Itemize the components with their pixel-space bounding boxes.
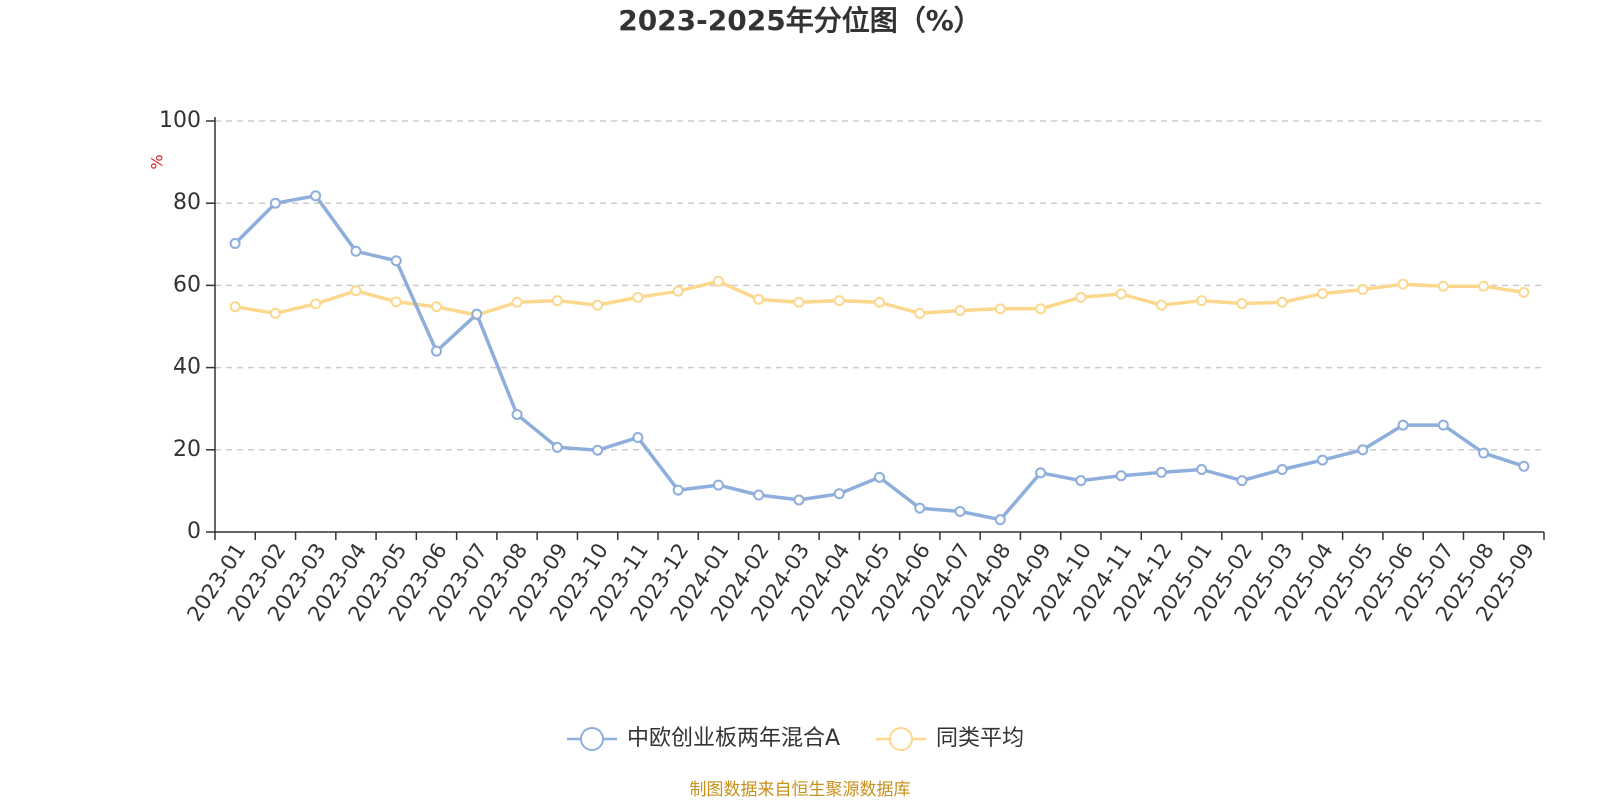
data-point [1478,280,1490,292]
data-point [1196,295,1208,307]
data-point [1075,291,1087,303]
data-point [833,295,845,307]
y-tick-label: 80 [173,190,201,215]
data-point [1357,284,1369,296]
data-point [1236,475,1248,487]
data-point [1115,470,1127,482]
y-axis-unit-label: % [148,154,167,169]
data-point [1115,288,1127,300]
data-point [672,285,684,297]
y-tick-label: 20 [173,437,201,462]
data-point [914,502,926,514]
data-point [551,441,563,453]
data-source-note: 制图数据来自恒生聚源数据库 [690,780,911,800]
series-group [229,190,1530,526]
data-point [753,489,765,501]
legend-marker [580,727,604,751]
data-point [1196,464,1208,476]
data-point [1518,286,1530,298]
y-tick-label: 100 [159,108,201,133]
axes: 0204060801002023-012023-022023-032023-04… [159,108,1545,626]
data-point [1317,288,1328,300]
y-tick-label: 0 [187,519,201,544]
data-point [672,484,684,496]
series-group [229,275,1530,321]
data-point [994,303,1006,315]
data-point [1397,278,1409,290]
data-point [632,291,644,303]
data-point [229,301,241,313]
data-point [753,293,765,305]
data-point [511,408,523,420]
legend-marker [889,727,913,751]
legend-item: 中欧创业板两年混合A [567,726,840,751]
data-point [310,298,322,310]
data-point [310,190,322,202]
data-point [994,514,1006,526]
data-point [1357,444,1369,456]
data-point [1035,303,1047,315]
data-point [793,296,805,308]
data-point [914,307,926,319]
data-point [1035,467,1047,479]
data-point [1155,299,1167,311]
data-point [954,304,966,316]
data-point [712,479,724,491]
data-point [1437,280,1449,292]
data-point [390,296,402,308]
data-point [551,295,563,307]
data-point [431,301,442,313]
data-point [511,296,523,308]
data-point [269,307,281,319]
data-point [592,299,604,311]
data-point [1437,419,1449,431]
data-point [390,255,402,267]
legend-label: 同类平均 [936,726,1024,751]
data-point [833,488,845,500]
data-point [712,275,724,287]
data-point [592,444,604,456]
data-point [229,237,241,249]
data-point [350,245,362,257]
legend-label: 中欧创业板两年混合A [627,726,840,751]
series-line [233,194,1525,522]
data-point [954,505,966,517]
data-point [1155,466,1167,478]
data-point [1478,447,1490,459]
data-point [431,345,442,357]
data-point [874,296,885,308]
series-lines [229,190,1530,526]
data-point [1518,460,1530,472]
data-point [1276,464,1288,476]
data-point [1236,297,1248,309]
data-point [632,431,644,443]
data-point [1276,296,1288,308]
gridlines [215,120,1544,451]
data-point [471,308,483,320]
legend-item: 同类平均 [876,726,1024,751]
data-point [1317,454,1328,466]
data-point [350,285,362,297]
y-tick-label: 40 [173,355,201,380]
y-tick-label: 60 [173,272,201,297]
legend: 中欧创业板两年混合A 同类平均 [567,726,1024,751]
chart-title: 2023-2025年分位图（%） [618,4,982,37]
data-point [269,197,281,209]
data-point [874,471,885,483]
data-point [1075,475,1087,487]
data-point [793,494,805,506]
data-point [1397,419,1409,431]
